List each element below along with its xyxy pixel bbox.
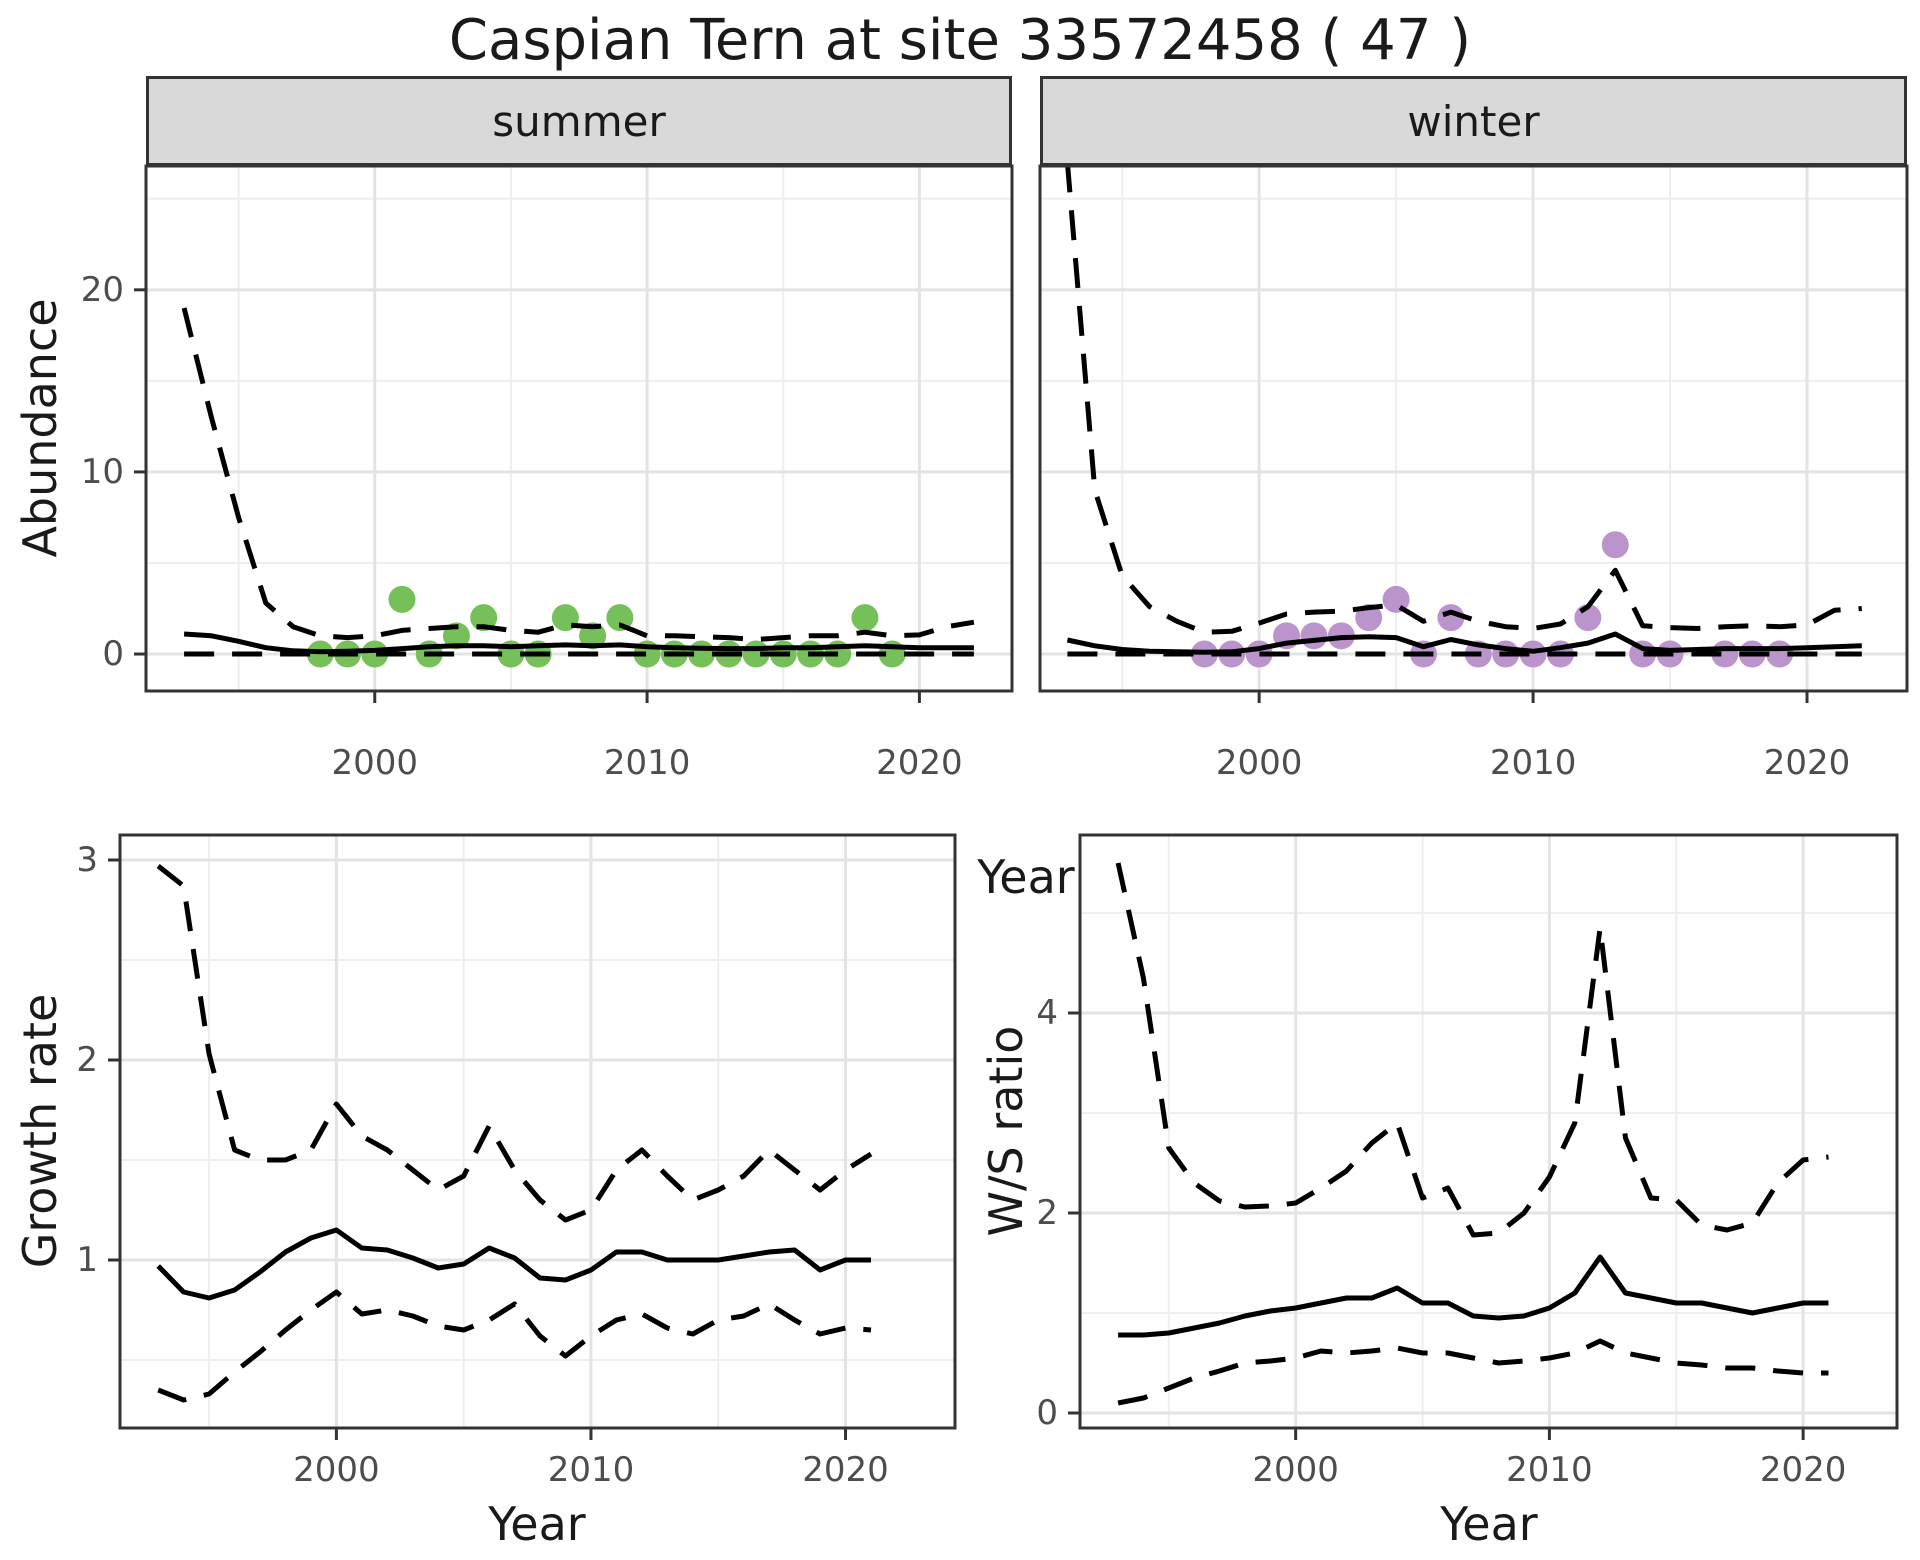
x-tick-label: 2020 (1760, 1450, 1847, 1490)
data-point (606, 604, 634, 632)
panel-border (1078, 833, 1899, 1430)
x-tick-label: 2000 (1252, 1450, 1339, 1490)
x-tick-label: 2010 (548, 1450, 635, 1490)
series-line-upper_95ci (1115, 862, 1829, 1238)
facet-label-winter: winter (1407, 96, 1540, 146)
data-point (1437, 604, 1465, 632)
y-tick-label: 10 (81, 452, 124, 492)
x-tick-label: 2010 (1506, 1450, 1593, 1490)
x-tick-label: 2000 (1216, 743, 1303, 783)
series-line-estimate (156, 1227, 871, 1301)
data-point (361, 640, 389, 668)
facet-strip-winter: winter (1040, 76, 1907, 166)
y-tick-label: 4 (1036, 993, 1058, 1033)
data-point (851, 604, 879, 632)
y-tick-label: 0 (102, 634, 124, 674)
panel-border (144, 164, 1014, 693)
panel-border (118, 833, 957, 1430)
plot-title: Caspian Tern at site 33572458 ( 47 ) (448, 8, 1472, 73)
y-axis-title-growth-rate: Growth rate (13, 993, 67, 1269)
x-axis-title-year-top: Year (977, 850, 1075, 904)
panel-border (1038, 164, 1909, 693)
x-tick-label: 2010 (604, 743, 691, 783)
series-line-upper_95ci (1065, 166, 1862, 635)
x-tick-label: 2000 (331, 743, 418, 783)
data-layer (1065, 166, 1862, 668)
x-tick-label: 2020 (876, 743, 963, 783)
x-axis-title-year-bottom-left: Year (488, 1497, 586, 1551)
y-axis-title-abundance: Abundance (13, 298, 67, 558)
data-point (1519, 640, 1547, 668)
facet-label-summer: summer (492, 96, 666, 146)
y-tick-label: 20 (81, 270, 124, 310)
y-tick-label: 2 (76, 1040, 98, 1080)
series-line-lower_95ci (1117, 1338, 1829, 1406)
data-point (388, 585, 416, 613)
series-line-estimate (1118, 1254, 1829, 1338)
y-tick-label: 1 (76, 1240, 98, 1280)
y-tick-label: 3 (76, 840, 98, 880)
data-layer (181, 307, 975, 668)
data-layer (1115, 862, 1829, 1406)
facet-strip-summer: summer (146, 76, 1012, 166)
series-line-upper_95ci (181, 307, 975, 642)
series-line-estimate (1066, 631, 1862, 655)
y-axis-title-ws-ratio: W/S ratio (979, 1025, 1033, 1237)
data-point (579, 622, 607, 650)
data-point (1601, 531, 1629, 559)
series-line-lower_95ci (157, 1289, 872, 1403)
series-line-upper_95ci (156, 864, 873, 1223)
y-tick-label: 2 (1036, 1193, 1058, 1233)
y-tick-label: 0 (1036, 1393, 1058, 1433)
x-axis-title-year-bottom-right: Year (1440, 1497, 1538, 1551)
x-tick-label: 2020 (802, 1450, 889, 1490)
data-point (1300, 622, 1328, 650)
x-tick-label: 2010 (1490, 743, 1577, 783)
data-layer (156, 864, 873, 1403)
series-line-estimate (183, 631, 974, 655)
x-tick-label: 2000 (293, 1450, 380, 1490)
x-tick-label: 2020 (1764, 743, 1851, 783)
